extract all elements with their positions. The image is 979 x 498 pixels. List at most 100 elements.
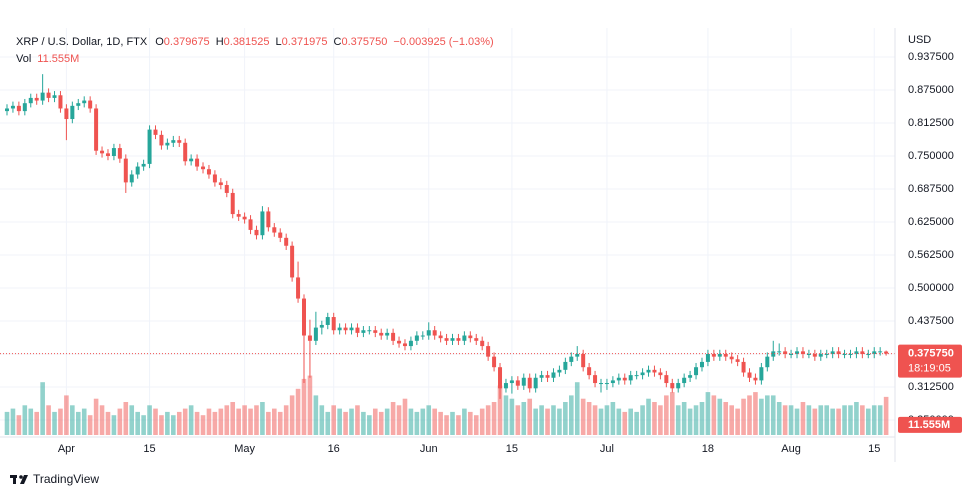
volume-bar: [390, 402, 396, 435]
candle-body: [777, 351, 782, 353]
countdown: 18:19:05: [908, 363, 951, 375]
candle-body: [206, 169, 211, 175]
volume-bar: [456, 415, 461, 435]
candle-body: [872, 351, 877, 355]
volume-bar: [824, 405, 830, 435]
volume-bar: [444, 415, 449, 435]
volume-bar: [468, 411, 473, 435]
candle-body: [402, 343, 407, 347]
volume-bar: [848, 405, 853, 435]
candle-body: [201, 166, 206, 170]
candle-body: [569, 356, 574, 362]
volume-bar: [533, 408, 538, 435]
candle-body: [456, 338, 461, 341]
volume-bar: [687, 408, 693, 435]
volume-bar: [800, 402, 806, 435]
volume-bar: [729, 405, 734, 435]
x-tick-label: Jul: [600, 443, 614, 455]
x-tick-label: 18: [702, 443, 714, 455]
volume-bar: [776, 402, 782, 435]
volume-bar: [675, 405, 681, 435]
candle-body: [307, 335, 312, 341]
candle-body: [533, 377, 538, 389]
candle-body: [688, 375, 693, 378]
candle-body: [266, 211, 271, 228]
candle-body: [296, 277, 301, 299]
ohlc-value: 0.379675: [164, 36, 210, 48]
volume-bar: [658, 405, 663, 435]
candle-body: [438, 335, 443, 339]
candle-body: [515, 380, 520, 386]
candle-body: [28, 97, 33, 104]
volume-bar: [242, 405, 247, 435]
candle-body: [242, 216, 247, 220]
volume-bar: [705, 392, 711, 435]
candle-body: [551, 372, 556, 378]
candle-body: [426, 330, 431, 336]
volume-bar: [854, 402, 859, 435]
volume-bar: [426, 405, 432, 435]
volume-bar: [123, 402, 129, 435]
volume-bar: [640, 405, 645, 435]
volume-bar: [877, 405, 883, 435]
vol-value: 11.555M: [37, 53, 79, 65]
candle-body: [812, 354, 817, 357]
candle-body: [385, 332, 390, 336]
ohlc-value: 0.371975: [282, 36, 328, 48]
candle-body: [284, 237, 289, 246]
candle-body: [884, 351, 889, 354]
candle-body: [575, 354, 580, 357]
volume-bar: [378, 411, 384, 435]
symbol: XRP / U.S. Dollar, 1D, FTX: [16, 36, 148, 48]
volume-bar: [515, 405, 521, 435]
volume-bar: [367, 415, 372, 435]
volume-bar: [569, 395, 574, 435]
candle-body: [22, 103, 27, 112]
y-tick-label: 0.937500: [908, 51, 954, 63]
ohlc-value: 0.381525: [224, 36, 270, 48]
volume-bar: [159, 415, 164, 435]
volume-bar: [254, 405, 259, 435]
candle-body: [735, 359, 740, 362]
y-tick-label: 0.750000: [908, 150, 954, 162]
logo-shape: [13, 475, 16, 484]
volume-bar: [58, 408, 63, 435]
volume-bar: [830, 408, 835, 435]
volume-bar: [117, 408, 123, 435]
volume-bar: [224, 405, 230, 435]
candle-body: [640, 372, 645, 376]
candle-body: [331, 317, 336, 331]
candle-body: [10, 105, 15, 109]
candle-body: [628, 375, 633, 381]
volume-bar: [765, 395, 770, 435]
candle-body: [141, 163, 146, 167]
volume-bar: [812, 408, 818, 435]
candle-body: [16, 105, 21, 112]
volume-bar: [770, 395, 776, 435]
volume-bar: [218, 408, 224, 435]
volume-bar: [842, 405, 847, 435]
volume-bar: [319, 405, 325, 435]
candle-body: [159, 134, 164, 146]
volume-bar: [384, 408, 390, 435]
candle-body: [563, 361, 568, 370]
volume-bar: [747, 395, 752, 435]
volume-bar: [301, 378, 307, 435]
volume-bar: [723, 402, 729, 435]
volume-bar: [580, 398, 586, 435]
candle-body: [717, 354, 722, 357]
volume-bar: [628, 408, 633, 435]
volume-bar: [794, 408, 800, 435]
volume-bar: [408, 408, 414, 435]
volume-bar: [64, 395, 69, 435]
y-tick-label: 0.687500: [908, 183, 954, 195]
volume-bar: [545, 408, 550, 435]
logo: TradingView: [10, 472, 99, 486]
volume-bar: [16, 415, 22, 435]
candle-body: [183, 142, 188, 162]
volume-bar: [75, 411, 81, 435]
candle-body: [711, 354, 716, 357]
volume-bar: [616, 408, 622, 435]
candle-body: [557, 369, 562, 373]
logo-shape: [20, 475, 28, 484]
